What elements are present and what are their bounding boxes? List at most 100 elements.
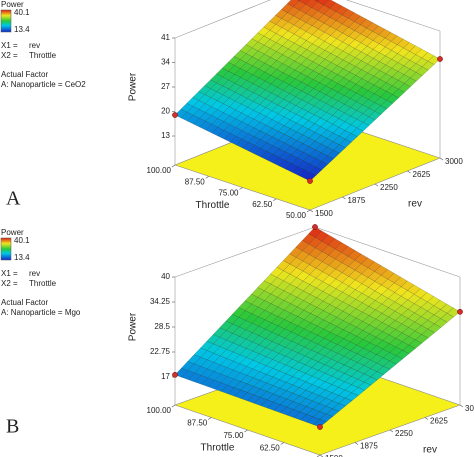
surface-cell <box>272 362 287 372</box>
y-tick-label: 62.50 <box>252 200 273 209</box>
surface-cell <box>313 0 320 3</box>
z-tick-label: 13 <box>161 131 170 140</box>
surface-cell <box>306 52 320 62</box>
surface-cell <box>313 419 327 428</box>
z-tick-label: 27 <box>161 82 170 91</box>
factor-name: rev <box>29 269 40 278</box>
surface-cell <box>337 356 352 366</box>
box-edge <box>174 0 271 39</box>
surface-cell <box>353 15 367 26</box>
surface-cell <box>239 357 254 367</box>
z-tick-label: 40 <box>161 272 170 281</box>
actual-factor: A: Nanoparticle = CeO2 <box>1 80 86 89</box>
surface-cell <box>373 87 387 98</box>
surface-cell <box>301 93 315 104</box>
surface-cell <box>312 46 326 57</box>
surface-cell <box>207 380 222 390</box>
x-tick-label: 1875 <box>348 196 366 205</box>
surface-cell <box>289 87 302 97</box>
surface-cell <box>296 0 301 2</box>
surface-cell <box>329 20 343 31</box>
surface-cell <box>226 351 241 362</box>
surface-cell <box>314 143 328 153</box>
y-tick <box>208 417 212 420</box>
surface-cell <box>245 341 260 352</box>
surface-cell <box>344 107 357 117</box>
y-tick-label: 87.50 <box>187 419 208 428</box>
surface-cell <box>291 166 304 176</box>
surface-cell <box>246 377 261 387</box>
surface-cell <box>348 57 362 67</box>
surface-cell <box>397 56 411 67</box>
surface-cell <box>257 290 272 301</box>
factor-label: X1 = <box>1 269 18 278</box>
design-point <box>312 224 318 230</box>
surface-cell <box>206 352 221 363</box>
x-tick <box>389 429 394 433</box>
x-tick-label: 1875 <box>360 442 378 451</box>
factor-label: X2 = <box>1 51 18 60</box>
surface-cell <box>305 25 319 36</box>
surface-cell <box>272 379 287 389</box>
colorbar <box>0 237 12 261</box>
factor-label: X1 = <box>1 41 18 50</box>
surface-cell <box>194 366 208 376</box>
colorbar-max: 40.1 <box>14 236 30 245</box>
colorbar-max: 40.1 <box>14 8 30 17</box>
x-tick <box>424 417 429 420</box>
surface-cell <box>361 72 375 82</box>
surface-cell <box>409 72 423 82</box>
surface-cell <box>259 98 272 108</box>
factor-label: X2 = <box>1 279 18 288</box>
surface-cell <box>238 300 252 311</box>
surface-cell <box>232 317 246 328</box>
surface-cell <box>266 402 281 411</box>
actual-factor-title: Actual Factor <box>1 70 48 79</box>
surface-cell <box>317 355 332 365</box>
z-tick-label: 22.75 <box>150 347 171 356</box>
design-point <box>437 56 443 62</box>
surface-cell <box>225 314 240 325</box>
x-tick-label: 2625 <box>413 170 431 179</box>
y-tick-label: 62.50 <box>260 444 281 453</box>
z-tick-label: 34.25 <box>150 297 171 306</box>
surface-cell <box>303 172 317 182</box>
surface-cell <box>341 8 355 19</box>
surface-cell <box>331 395 346 404</box>
surface-cell <box>294 72 308 83</box>
z-tick-label: 17 <box>161 372 170 381</box>
x-tick-label: 2625 <box>430 417 448 426</box>
x-tick <box>354 442 359 445</box>
surface-cell <box>409 45 422 55</box>
colorbar <box>0 9 12 33</box>
z-axis-title: Power <box>128 72 139 101</box>
design-point <box>307 178 313 184</box>
surface-cell <box>233 389 248 399</box>
surface-cell <box>275 36 289 46</box>
y-tick <box>273 198 277 201</box>
z-axis-title: Power <box>128 312 139 341</box>
x-tick-label: 1500 <box>315 209 333 218</box>
surface-cell <box>260 399 275 409</box>
z-tick-label: 28.5 <box>154 322 170 331</box>
x-tick-label: 2250 <box>395 429 413 438</box>
surface-cell <box>247 101 260 111</box>
y-tick-label: 100.00 <box>147 166 172 175</box>
surface-cell <box>271 104 285 115</box>
z-tick-label: 34 <box>161 58 170 67</box>
surface-cell <box>181 361 195 371</box>
x-tick-label: 3000 <box>445 157 463 166</box>
surface-cell <box>246 359 260 370</box>
y-tick-label: 75.00 <box>218 189 239 198</box>
y-tick <box>205 176 209 179</box>
surface-cell <box>239 348 254 358</box>
surface-cell <box>213 346 227 357</box>
surface-cell <box>285 384 300 394</box>
design-point <box>172 371 178 378</box>
z-tick-label: 20 <box>161 107 170 116</box>
surface-cell <box>233 363 247 373</box>
y-tick-label: 50.00 <box>286 211 307 220</box>
surface-cell <box>335 14 349 25</box>
